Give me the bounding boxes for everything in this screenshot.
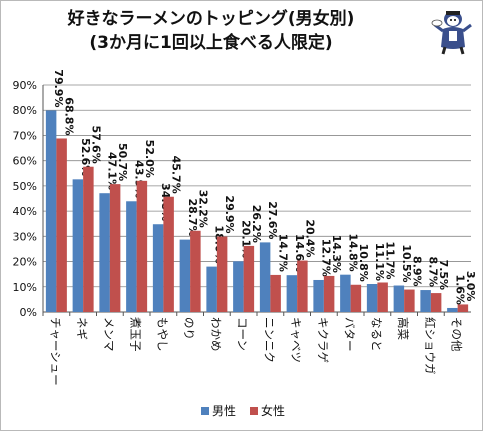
bar-female — [163, 196, 174, 312]
x-tick-label: バター — [343, 317, 357, 352]
data-label: 8.9% — [410, 256, 423, 287]
bar-male — [179, 239, 191, 312]
data-label: 12.7% — [320, 239, 333, 277]
data-label: 14.8% — [346, 233, 359, 271]
bar-female — [190, 230, 201, 312]
data-label: 68.8% — [63, 97, 76, 135]
bar-female — [323, 275, 335, 312]
bar-male — [152, 224, 164, 312]
data-label: 7.5% — [437, 260, 450, 291]
bar-male — [393, 285, 405, 312]
y-tick-label: 80% — [13, 104, 37, 117]
data-label: 3.0% — [464, 271, 477, 302]
x-tick-label: ネギ — [75, 317, 89, 340]
legend-swatch-female — [250, 406, 259, 415]
data-label: 27.6% — [266, 201, 279, 239]
data-label: 32.2% — [196, 190, 209, 228]
bar-female — [136, 180, 148, 312]
bar-male — [420, 290, 431, 312]
bar-female — [270, 274, 281, 312]
bar-male — [45, 110, 57, 312]
data-label: 79.9% — [52, 69, 65, 107]
y-tick-label: 0% — [20, 306, 37, 319]
plot-area: 0% 10% 20% 30% 40% 50% 60% 70% 80% 90% 79.9%68.8% チ… — [13, 69, 477, 386]
y-tick-label: 10% — [13, 281, 37, 294]
y-tick-label: 40% — [13, 205, 37, 218]
data-label: 57.6% — [89, 126, 102, 164]
data-label: 47.1% — [106, 152, 119, 190]
bar-female — [56, 138, 67, 312]
bar-male — [99, 193, 110, 312]
bar-female — [350, 284, 362, 312]
legend-item-female: 女性 — [250, 402, 285, 419]
bar-male — [126, 201, 137, 312]
bar-male — [366, 284, 378, 312]
x-tick-label: 高菜 — [396, 317, 410, 340]
y-tick-label: 20% — [13, 256, 37, 269]
x-tick-label: メンマ — [102, 317, 116, 352]
x-tick-label: チャーシュー — [48, 317, 62, 386]
chart-subtitle: (3か月に1回以上食べる人限定) — [89, 33, 333, 53]
data-label: 45.7% — [170, 156, 183, 194]
legend-swatch-male — [201, 406, 209, 415]
y-tick-label: 70% — [13, 129, 37, 142]
bar-male — [286, 275, 298, 312]
bar-male — [313, 279, 324, 312]
legend-label-male: 男性 — [212, 404, 237, 418]
x-tick-label: 紅ショウガ — [423, 317, 437, 375]
legend-item-male: 男性 — [201, 402, 236, 419]
bar-male — [206, 266, 217, 312]
x-tick-label: その他 — [450, 317, 464, 352]
mascot-illustration — [431, 11, 472, 55]
x-tick-label: わかめ — [209, 317, 223, 352]
data-label: 8.7% — [427, 257, 440, 288]
bar-female — [243, 245, 255, 312]
data-label: 29.9% — [223, 195, 236, 233]
x-tick-label: なると — [369, 317, 383, 352]
bar-male — [447, 307, 458, 312]
y-tick-label: 30% — [13, 230, 37, 243]
x-tick-label: 煮玉子 — [129, 317, 143, 352]
data-label: 1.6% — [453, 274, 466, 305]
bar-female — [297, 260, 308, 312]
y-tick-label: 60% — [13, 155, 37, 168]
x-tick-label: ニンニク — [262, 317, 276, 363]
data-label: 10.8% — [357, 244, 370, 282]
legend-label-female: 女性 — [261, 404, 286, 418]
bar-female — [109, 184, 121, 312]
data-label: 14.7% — [277, 234, 290, 272]
x-tick-label: コーン — [236, 317, 250, 351]
x-tick-label: もやし — [155, 317, 169, 352]
bar-male — [72, 179, 84, 312]
x-tick-label: キャベツ — [289, 317, 303, 363]
bar-female — [404, 289, 415, 312]
data-label: 10.5% — [400, 244, 413, 282]
data-label: 20.4% — [303, 219, 316, 257]
bar-male — [340, 274, 351, 312]
data-label: 52.0% — [143, 140, 156, 178]
chart-title: 好きなラーメンのトッピング(男女別) — [67, 9, 355, 29]
bar-female — [430, 293, 442, 312]
bar-male — [233, 261, 244, 312]
bar-male — [259, 242, 271, 312]
data-label: 11.1% — [373, 243, 386, 281]
bar-female — [377, 282, 388, 312]
x-tick-label: のり — [182, 317, 196, 340]
bar-female — [457, 304, 469, 312]
data-label: 14.3% — [330, 235, 343, 273]
legend: 男性 女性 — [201, 402, 285, 419]
y-tick-label: 50% — [13, 180, 37, 193]
x-tick-label: キクラゲ — [316, 317, 330, 363]
data-label: 26.2% — [250, 205, 263, 243]
bar-female — [83, 166, 94, 312]
data-label: 28.7% — [186, 198, 199, 236]
data-label: 50.7% — [116, 143, 129, 181]
chart-title-block: 好きなラーメンのトッピング(男女別) (3か月に1回以上食べる人限定) — [1, 7, 421, 55]
y-tick-label: 90% — [13, 79, 37, 92]
bar-female — [216, 236, 228, 312]
data-label: 11.7% — [384, 241, 397, 279]
